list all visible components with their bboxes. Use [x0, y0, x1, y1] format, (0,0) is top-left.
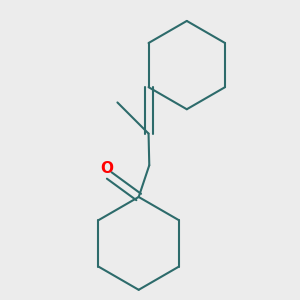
Text: O: O	[100, 161, 113, 176]
